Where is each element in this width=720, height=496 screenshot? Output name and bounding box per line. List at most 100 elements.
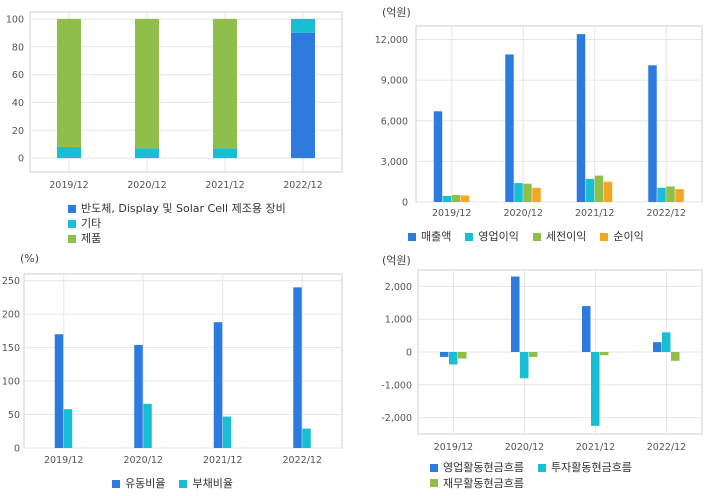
bar-composition-s1-c2 [213, 148, 237, 159]
legend-item: 재무활동현금흐름 [430, 476, 524, 491]
legend-item: 기타 [68, 216, 286, 231]
legend-swatch [465, 232, 474, 241]
legend-swatch [112, 479, 120, 488]
legend-label: 투자활동현금흐름 [550, 461, 632, 474]
x-tick-label: 2021/12 [205, 180, 244, 191]
legend-label: 반도체, Display 및 Solar Cell 제조용 장비 [81, 202, 286, 215]
x-tick-label: 2019/12 [432, 208, 471, 219]
bar-cashflow-s0-c2 [582, 306, 591, 352]
legend-label: 매출액 [421, 230, 452, 243]
y-tick-label: 100 [6, 14, 24, 25]
bar-cashflow-s2-c1 [529, 352, 538, 357]
legend-item: 영업이익 [465, 229, 519, 244]
x-tick-label: 2021/12 [575, 208, 614, 219]
legend-item: 유동비율 [112, 476, 165, 491]
legend-composition: 반도체, Display 및 Solar Cell 제조용 장비 기타 제품 [68, 201, 300, 246]
legend-label: 순이익 [613, 230, 644, 243]
bar-income-s1-c3 [657, 187, 666, 202]
legend-swatch [179, 479, 188, 488]
x-tick-label: 2021/12 [576, 442, 615, 453]
y-tick-label: 9,000 [381, 76, 408, 87]
y-tick-label: -1,000 [381, 380, 412, 391]
x-tick-label: 2020/12 [504, 208, 543, 219]
chart-panel-cashflow: (억원) -2,000 -1,000 0 1,000 2,000 2019/12 2020/… [360, 248, 720, 496]
y-tick-label: 200 [2, 310, 20, 321]
y-tick-label: -2,000 [381, 413, 412, 424]
legend-swatch [600, 232, 609, 241]
bar-cashflow-s0-c1 [511, 276, 520, 352]
y-tick-label: 0 [14, 444, 20, 455]
bar-cashflow-s2-c2 [600, 352, 609, 356]
x-tick-label: 2020/12 [505, 442, 544, 453]
y-tick-label: 50 [8, 410, 20, 421]
chart-cashflow: -2,000 -1,000 0 1,000 2,000 2019/12 2020/12 202… [381, 269, 703, 453]
bar-cashflow-s1-c2 [591, 352, 600, 426]
bar-income-s0-c3 [648, 65, 657, 202]
y-tick-label: 100 [2, 377, 20, 388]
bar-composition-s2-c2 [213, 18, 237, 149]
bar-cashflow-s2-c0 [458, 352, 467, 359]
unit-label-income: (억원) [382, 6, 411, 19]
legend-item: 매출액 [408, 229, 451, 244]
bar-income-s2-c3 [666, 186, 675, 202]
legend-swatch [537, 463, 546, 472]
y-tick-label: 1,000 [385, 315, 412, 326]
chart-panel-composition: 0 20 40 60 80 100 2019/12 2020/12 2021/12 2022/12… [0, 0, 360, 248]
legend-label: 유동비율 [125, 477, 166, 490]
bar-ratios-s0-c3 [293, 287, 302, 448]
y-tick-label: 3,000 [381, 157, 408, 168]
bar-ratios-s0-c0 [54, 334, 64, 448]
bar-income-s3-c0 [460, 195, 470, 202]
bar-income-s2-c1 [523, 183, 532, 202]
legend-label: 영업활동현금흐름 [443, 461, 524, 474]
legend-swatch [430, 479, 438, 487]
y-tick-label: 0 [402, 198, 408, 209]
y-tick-label: 2,000 [385, 282, 412, 293]
x-tick-label: 2019/12 [49, 180, 88, 191]
x-tick-label: 2022/12 [283, 455, 322, 466]
legend-item: 투자활동현금흐름 [537, 460, 632, 475]
y-tick-label: 12,000 [375, 35, 408, 46]
legend-item: 부채비율 [179, 476, 233, 491]
bar-cashflow-s1-c0 [449, 352, 458, 365]
y-tick-label: 20 [12, 126, 24, 137]
bar-income-s1-c1 [514, 183, 523, 202]
legend-label: 제품 [81, 232, 102, 245]
legend-item: 순이익 [600, 229, 644, 244]
legend-label: 세전이익 [545, 230, 587, 243]
bar-composition-s1-c1 [135, 148, 159, 159]
plot-frame [29, 11, 343, 173]
bar-ratios-s1-c2 [222, 416, 232, 448]
unit-label-ratios: (%) [20, 252, 40, 265]
chart-ratios: 0 50 100 150 200 250 2019/12 2020/12 2021/12 2022… [2, 273, 343, 466]
bar-ratios-s0-c2 [213, 322, 223, 448]
y-tick-label: 60 [12, 70, 24, 81]
x-tick-label: 2020/12 [124, 455, 163, 466]
bar-composition-s1-c0 [57, 146, 81, 159]
bar-cashflow-s0-c3 [653, 342, 662, 352]
bar-income-s3-c3 [675, 189, 684, 202]
y-tick-label: 40 [12, 98, 24, 109]
bar-income-s0-c2 [576, 34, 586, 202]
y-tick-label: 150 [2, 343, 20, 354]
bar-cashflow-s2-c3 [671, 352, 680, 361]
x-tick-label: 2022/12 [283, 180, 322, 191]
bar-composition-s2-c1 [135, 18, 159, 149]
legend-swatch [430, 463, 438, 472]
x-tick-label: 2021/12 [203, 455, 242, 466]
bar-composition-s2-c0 [57, 18, 81, 147]
y-tick-label: 80 [12, 42, 24, 53]
legend-swatch [68, 219, 76, 228]
bar-ratios-s1-c1 [143, 403, 152, 448]
legend-swatch [408, 232, 416, 241]
legend-ratios: 유동비율 부채비율 [112, 476, 247, 492]
bar-ratios-s1-c3 [302, 428, 311, 448]
legend-label: 영업이익 [478, 230, 519, 243]
x-tick-label: 2022/12 [647, 208, 686, 219]
bar-income-s3-c2 [603, 181, 613, 202]
legend-item: 반도체, Display 및 Solar Cell 제조용 장비 [68, 201, 286, 216]
bar-income-s2-c0 [451, 194, 461, 202]
bar-composition-s1-c3 [291, 18, 315, 33]
legend-label: 부채비율 [192, 477, 233, 490]
